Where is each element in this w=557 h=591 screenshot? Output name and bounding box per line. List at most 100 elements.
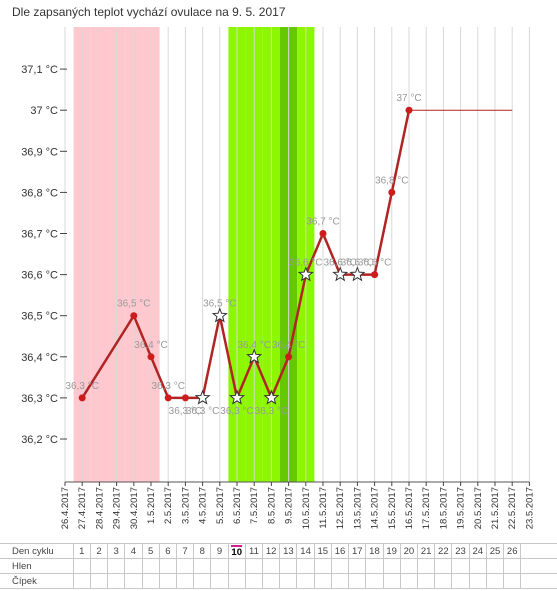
star-marker (297, 266, 314, 282)
cycle-cell[interactable] (124, 573, 143, 589)
cycle-cell[interactable]: 23 (451, 543, 470, 559)
cycle-cell[interactable] (313, 558, 332, 574)
cycle-cell[interactable]: 21 (417, 543, 436, 559)
cycle-cell[interactable]: 4 (124, 543, 143, 559)
x-tick-label: 2.5.2017 (163, 487, 174, 524)
cycle-cell[interactable] (399, 558, 419, 574)
cycle-cell-tail (520, 573, 557, 589)
x-tick-label: 14.5.2017 (370, 487, 381, 529)
cycle-cell[interactable] (262, 558, 281, 574)
y-tick-label: 36,4 °C (21, 352, 58, 364)
cycle-cell[interactable]: 18 (365, 543, 384, 559)
y-tick-label: 36,2 °C (21, 434, 58, 446)
cycle-cell[interactable] (330, 573, 350, 589)
x-tick-label: 11.5.2017 (318, 487, 329, 529)
cycle-cell[interactable] (158, 573, 177, 589)
cycle-cell[interactable] (330, 558, 350, 574)
cycle-cell[interactable]: 1 (72, 543, 91, 559)
cycle-cell[interactable]: 10 (227, 543, 246, 559)
cycle-cell[interactable] (348, 573, 367, 589)
cycle-cell[interactable] (193, 558, 212, 574)
cycle-cell[interactable] (244, 558, 264, 574)
cycle-cell[interactable] (279, 573, 298, 589)
data-label: 36,3 °C (169, 406, 202, 417)
cycle-cell[interactable] (382, 558, 401, 574)
cycle-cell[interactable] (468, 573, 487, 589)
cycle-cell[interactable] (175, 573, 195, 589)
cycle-cell[interactable] (503, 558, 522, 574)
cycle-cell[interactable]: 5 (141, 543, 160, 559)
cycle-cell[interactable] (365, 558, 384, 574)
cycle-cell[interactable]: 20 (399, 543, 419, 559)
cycle-cell[interactable] (72, 558, 91, 574)
cycle-cell[interactable]: 12 (262, 543, 281, 559)
cycle-cell[interactable]: 25 (485, 543, 505, 559)
cycle-cell[interactable] (227, 573, 246, 589)
cycle-cell[interactable] (399, 573, 419, 589)
cycle-cell[interactable]: 16 (330, 543, 350, 559)
data-label: 36,3 °C (220, 406, 253, 417)
cycle-cell[interactable] (124, 558, 143, 574)
cycle-cell[interactable] (107, 573, 126, 589)
data-point (319, 230, 327, 237)
cycle-cell[interactable] (158, 558, 177, 574)
cycle-cell[interactable] (417, 573, 436, 589)
cycle-cell[interactable] (141, 558, 160, 574)
cycle-cell[interactable]: 6 (158, 543, 177, 559)
cycle-cell[interactable]: 7 (175, 543, 195, 559)
data-label: 36,3 °C (186, 406, 219, 417)
data-label: 36,4 °C (134, 340, 167, 351)
cycle-cell[interactable] (365, 573, 384, 589)
cycle-cell[interactable] (434, 558, 453, 574)
cycle-cell[interactable]: 9 (210, 543, 229, 559)
cycle-cell[interactable] (175, 558, 195, 574)
cycle-cell[interactable]: 11 (244, 543, 264, 559)
cycle-cell[interactable]: 13 (279, 543, 298, 559)
cycle-cell[interactable] (503, 573, 522, 589)
data-label: 36,6 °C (341, 258, 374, 269)
data-label: 36,3 °C (255, 406, 288, 417)
cycle-cell[interactable] (141, 573, 160, 589)
cycle-cell[interactable]: 19 (382, 543, 401, 559)
x-tick-label: 7.5.2017 (249, 487, 260, 524)
cycle-cell[interactable] (451, 558, 470, 574)
star-marker (229, 389, 245, 405)
cycle-cell[interactable] (244, 573, 264, 589)
cycle-cell[interactable] (485, 558, 505, 574)
cycle-cell[interactable] (210, 558, 229, 574)
cycle-cell[interactable]: 3 (107, 543, 126, 559)
cycle-cell[interactable]: 2 (89, 543, 109, 559)
cycle-cell[interactable]: 15 (313, 543, 332, 559)
cycle-cell[interactable]: 24 (468, 543, 487, 559)
cycle-cell[interactable] (468, 558, 487, 574)
cycle-cell[interactable] (279, 558, 298, 574)
cycle-cell[interactable] (210, 573, 229, 589)
data-label: 37 °C (396, 93, 421, 104)
cycle-cell[interactable] (485, 573, 505, 589)
cycle-cell[interactable] (296, 558, 315, 574)
cycle-cell[interactable] (262, 573, 281, 589)
cycle-cell[interactable] (417, 558, 436, 574)
cycle-cell[interactable]: 8 (193, 543, 212, 559)
cycle-cell[interactable] (296, 573, 315, 589)
cycle-cell[interactable] (72, 573, 91, 589)
x-tick-label: 19.5.2017 (456, 487, 467, 529)
cycle-cell[interactable] (227, 558, 246, 574)
star-marker (211, 307, 228, 323)
cycle-cell[interactable] (193, 573, 212, 589)
cycle-cell[interactable]: 26 (503, 543, 522, 559)
data-point (285, 353, 293, 361)
cycle-cell[interactable] (89, 573, 109, 589)
cycle-cell[interactable] (89, 558, 109, 574)
cycle-cell[interactable] (451, 573, 470, 589)
data-label: 36,5 °C (117, 299, 150, 310)
data-label: 36,3 °C (65, 381, 98, 392)
cycle-cell[interactable] (382, 573, 401, 589)
cycle-cell[interactable] (107, 558, 126, 574)
cycle-cell[interactable]: 17 (348, 543, 367, 559)
cycle-cell[interactable]: 14 (296, 543, 315, 559)
cycle-cell[interactable] (313, 573, 332, 589)
cycle-cell[interactable] (434, 573, 453, 589)
cycle-cell[interactable]: 22 (434, 543, 453, 559)
cycle-cell[interactable] (348, 558, 367, 574)
